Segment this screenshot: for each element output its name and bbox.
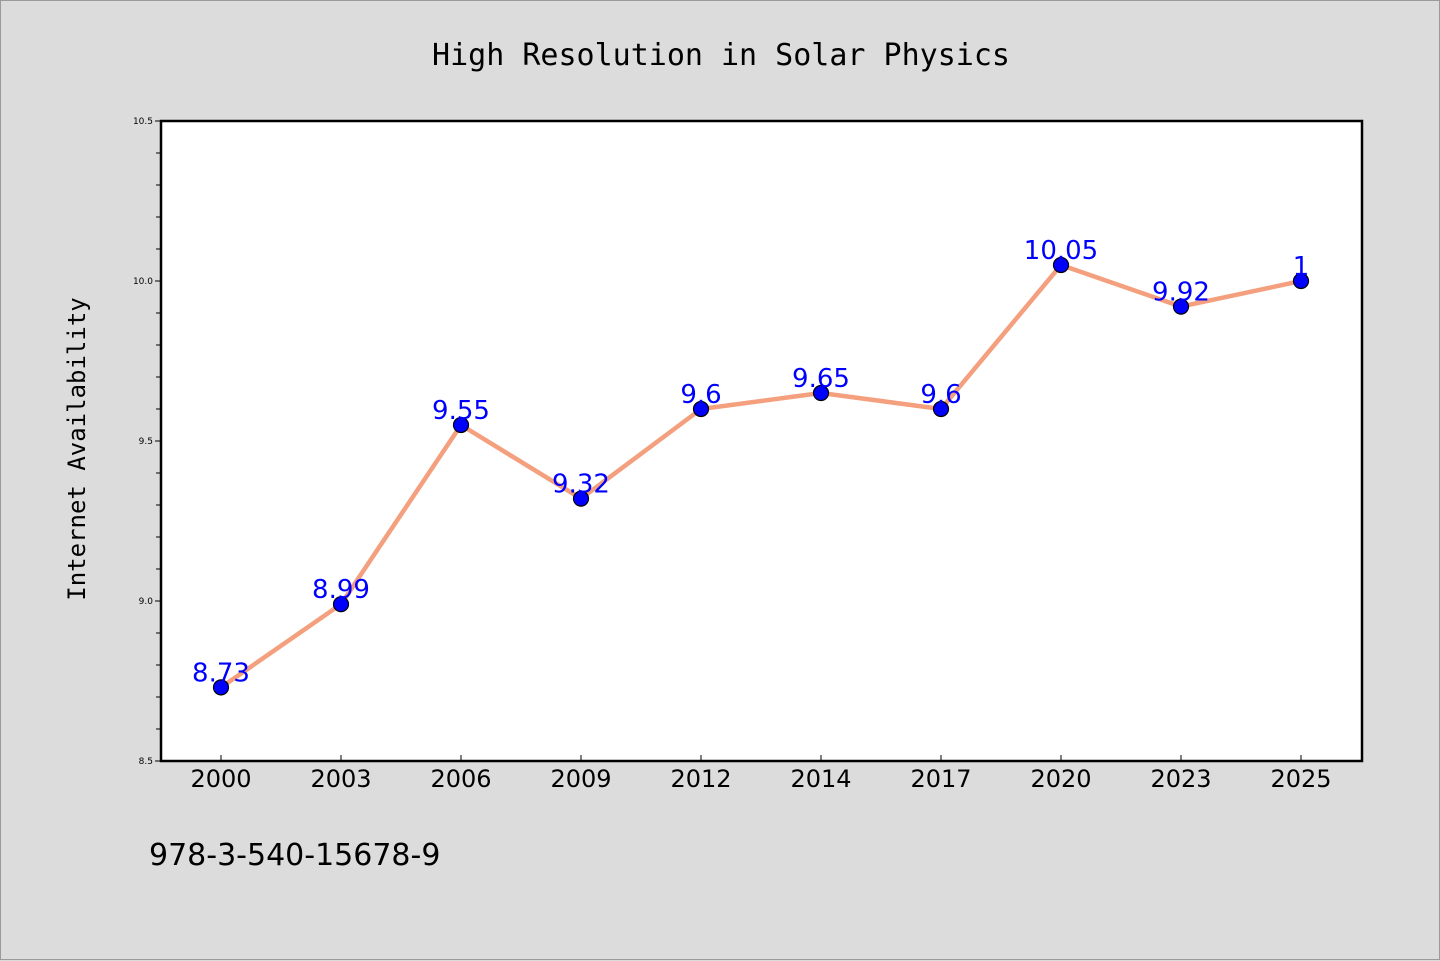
plot-area	[159, 119, 1364, 763]
data-point-marker	[452, 416, 470, 434]
data-point-marker	[572, 490, 590, 507]
data-label: 9.65	[792, 364, 850, 394]
data-label: 8.99	[312, 575, 370, 605]
data-point-marker	[692, 400, 710, 418]
data-label: 9.55	[432, 396, 490, 426]
chart-title: High Resolution in Solar Physics	[432, 38, 1010, 73]
x-tick-label: 2006	[430, 765, 491, 793]
x-tick-label: 2014	[790, 765, 851, 793]
x-tick-label: 2003	[310, 765, 371, 793]
data-point-marker	[1052, 256, 1070, 274]
y-tick-label: 10.0	[133, 277, 153, 287]
data-label: 9.6	[920, 380, 961, 410]
y-axis-ticks: 8.5 9.0 9.5 10.0 10.5	[133, 117, 161, 767]
data-point-marker	[1292, 272, 1310, 290]
series-group: 8.73 8.99 9.55 9.32 9.6 9.65 9.6 10.05 9.92 1	[192, 236, 1310, 696]
data-label: 9.6	[680, 380, 721, 410]
data-label: 10.05	[1024, 236, 1098, 266]
series-line	[218, 262, 1304, 690]
y-tick-label: 8.5	[139, 757, 153, 767]
y-tick-label: 9.0	[139, 597, 154, 607]
data-point-marker	[1172, 298, 1190, 315]
isbn-text: 978-3-540-15678-9	[149, 838, 440, 873]
x-tick-label: 2012	[670, 765, 731, 793]
y-axis-label: Internet Availability	[63, 297, 91, 600]
data-label: 9.92	[1152, 278, 1210, 308]
x-tick-label: 2017	[910, 765, 971, 793]
x-tick-label: 2009	[550, 765, 611, 793]
data-point-marker	[212, 679, 230, 696]
data-label: 1	[1293, 252, 1310, 282]
x-tick-label: 2020	[1030, 765, 1091, 793]
data-point-marker	[332, 596, 350, 613]
y-tick-label: 10.5	[133, 117, 153, 127]
data-point-marker	[932, 400, 950, 418]
y-tick-label: 9.5	[139, 437, 153, 447]
x-tick-label: 2023	[1150, 765, 1211, 793]
data-label: 8.73	[192, 658, 250, 688]
x-tick-label: 2000	[190, 765, 251, 793]
x-tick-label: 2025	[1270, 765, 1331, 793]
data-label: 9.32	[552, 470, 610, 500]
data-point-marker	[812, 384, 830, 402]
x-axis-ticks: 2000 2003 2006 2009 2012 2014 2017 2020 2023 2025	[190, 755, 1332, 793]
